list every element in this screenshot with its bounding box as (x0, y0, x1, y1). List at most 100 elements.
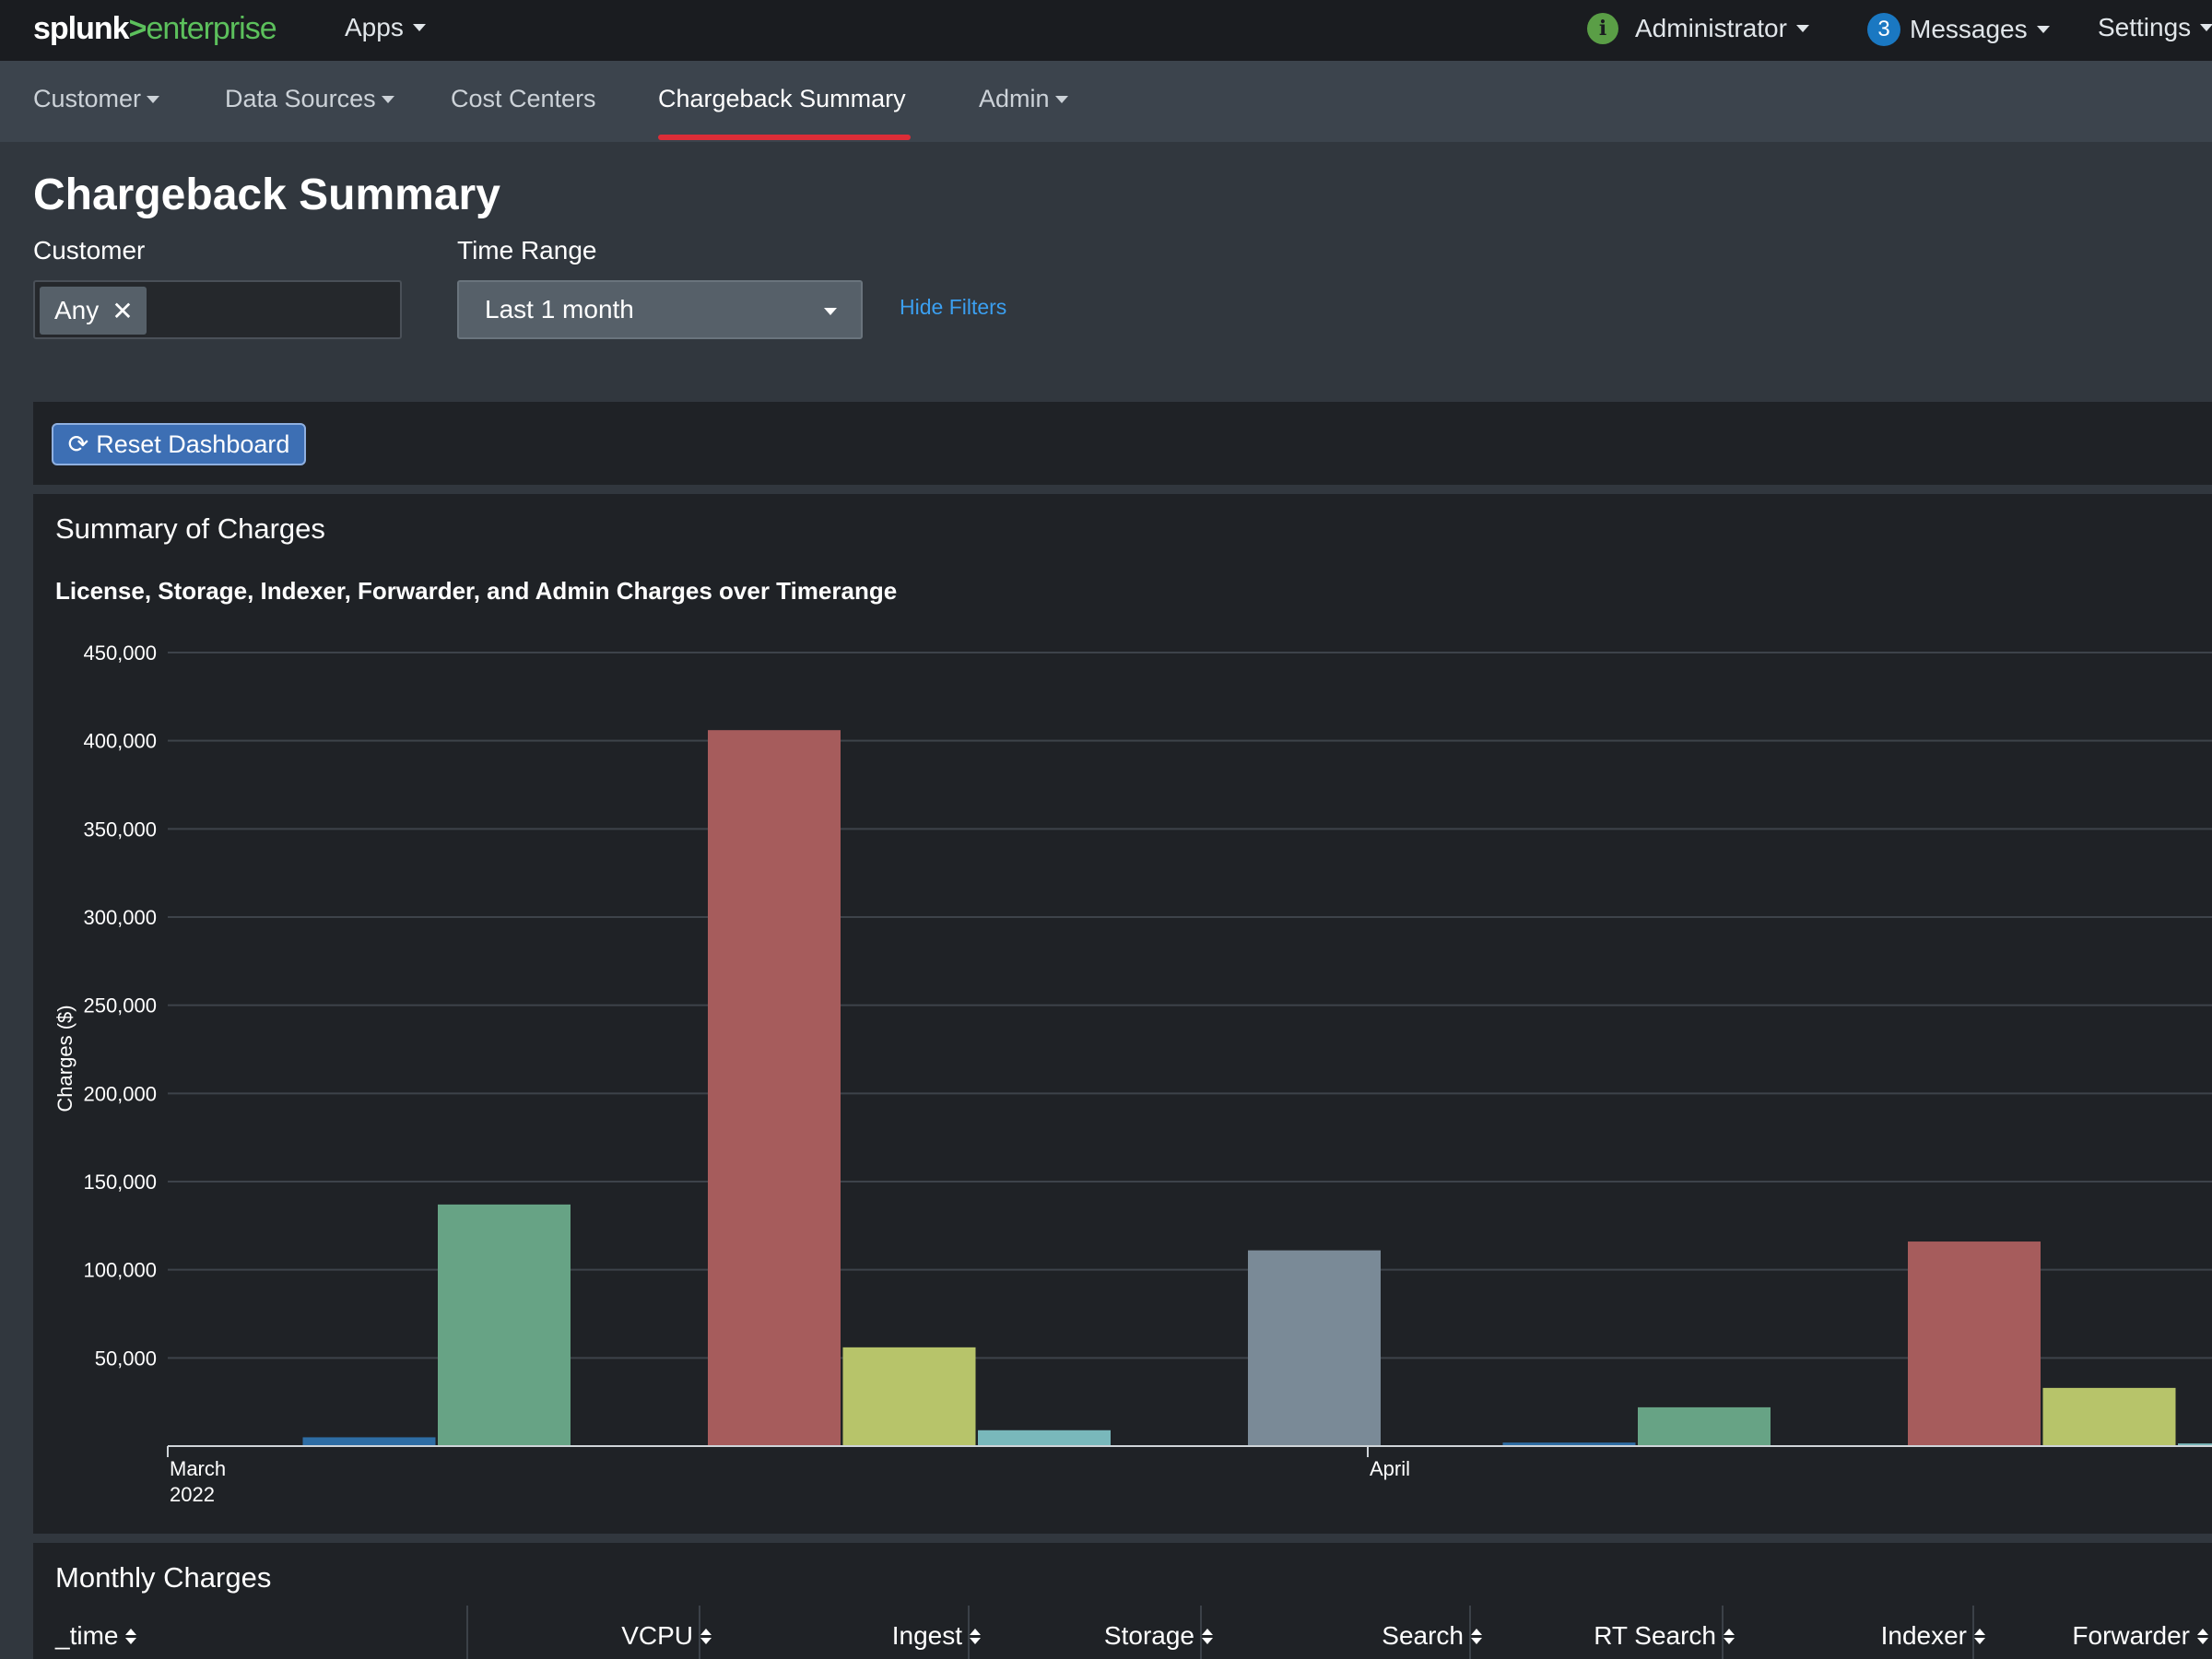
messages-menu[interactable]: 3 Messages (1867, 13, 2050, 46)
chart-bar (438, 1204, 571, 1446)
y-tick-label: 50,000 (95, 1347, 157, 1370)
settings-menu[interactable]: Settings (2098, 13, 2212, 42)
y-tick-label: 450,000 (83, 641, 157, 665)
time-range-value: Last 1 month (485, 295, 634, 324)
chevron-down-icon (824, 308, 837, 315)
chart-bar (1502, 1442, 1636, 1446)
column-divider (466, 1606, 468, 1659)
column-header-indexer[interactable]: Indexer (1881, 1613, 1985, 1659)
sort-icon (970, 1628, 981, 1644)
splunk-logo[interactable]: splunk>enterprise (33, 11, 277, 46)
summary-of-charges-panel: Summary of Charges License, Storage, Ind… (33, 494, 2212, 1534)
page-title: Chargeback Summary (33, 171, 500, 219)
chart-bar (2042, 1387, 2176, 1446)
customer-multiselect[interactable]: Any ✕ (33, 280, 402, 339)
y-tick-label: 150,000 (83, 1171, 157, 1194)
y-tick-label: 400,000 (83, 730, 157, 753)
chevron-down-icon (412, 24, 426, 31)
messages-label: Messages (1910, 15, 2028, 43)
y-axis-label: Charges ($) (53, 1005, 76, 1112)
chart-bar (2178, 1443, 2212, 1446)
x-tick-label: March (170, 1457, 226, 1480)
settings-label: Settings (2098, 13, 2192, 41)
chart-bar (842, 1347, 976, 1446)
column-divider (1722, 1606, 1724, 1659)
column-header-search[interactable]: Search (1382, 1613, 1482, 1659)
column-header-label: VCPU (621, 1621, 693, 1650)
chart-bar (1908, 1241, 2041, 1446)
refresh-icon: ⟳ (67, 429, 89, 458)
chart-bar (1248, 1250, 1381, 1446)
chart-bar (302, 1437, 436, 1446)
column-divider (1200, 1606, 1202, 1659)
nav-item-cost-centers[interactable]: Cost Centers (451, 85, 596, 113)
nav-item-label: Chargeback Summary (658, 85, 906, 112)
monthly-charges-panel: Monthly Charges _time VCPU Ingest Storag… (33, 1543, 2212, 1659)
column-header-forwarder[interactable]: Forwarder (2072, 1613, 2208, 1659)
chart-title: License, Storage, Indexer, Forwarder, an… (55, 577, 898, 605)
chevron-down-icon (1795, 25, 1809, 32)
app-nav-bar: Customer Data Sources Cost Centers Charg… (0, 61, 2212, 142)
y-tick-label: 250,000 (83, 994, 157, 1018)
messages-count-badge: 3 (1867, 13, 1900, 46)
chevron-down-icon (147, 95, 160, 103)
chevron-down-icon (381, 95, 394, 103)
customer-chip-label: Any (54, 296, 100, 324)
column-header-ingest[interactable]: Ingest (892, 1613, 981, 1659)
x-tick-sublabel: 2022 (170, 1483, 215, 1506)
hide-filters-link[interactable]: Hide Filters (900, 295, 1007, 319)
chart-bar (978, 1430, 1111, 1446)
sort-icon (700, 1628, 712, 1644)
chart-bar (708, 730, 841, 1446)
reset-dashboard-label: Reset Dashboard (96, 429, 290, 458)
sort-icon (1974, 1628, 1985, 1644)
column-header-label: Forwarder (2072, 1621, 2190, 1650)
apps-label: Apps (345, 13, 404, 41)
chevron-down-icon (1054, 95, 1068, 103)
column-divider (1972, 1606, 1974, 1659)
customer-chip: Any ✕ (40, 287, 147, 335)
nav-item-chargeback-summary[interactable]: Chargeback Summary (658, 85, 906, 113)
nav-item-data-sources[interactable]: Data Sources (225, 85, 394, 113)
apps-menu[interactable]: Apps (345, 13, 426, 42)
column-divider (968, 1606, 970, 1659)
nav-item-admin[interactable]: Admin (979, 85, 1068, 113)
nav-item-customer[interactable]: Customer (33, 85, 160, 113)
column-header-rt-search[interactable]: RT Search (1594, 1613, 1735, 1659)
nav-item-label: Data Sources (225, 85, 376, 112)
column-header-label: Storage (1103, 1621, 1194, 1650)
top-bar: splunk>enterprise Apps i Administrator 3… (0, 0, 2212, 61)
column-header-storage[interactable]: Storage (1104, 1613, 1213, 1659)
y-tick-label: 350,000 (83, 818, 157, 841)
column-header-label: Search (1382, 1621, 1464, 1650)
column-header-time[interactable]: _time (55, 1613, 137, 1659)
charges-bar-chart: 50,000 100,000 150,000 200,000 250,000 300,00… (53, 641, 2212, 1506)
time-range-select[interactable]: Last 1 month (457, 280, 863, 339)
reset-dashboard-button[interactable]: ⟳ Reset Dashboard (52, 423, 306, 465)
nav-item-label: Admin (979, 85, 1050, 112)
panel-title: Summary of Charges (55, 512, 325, 545)
column-header-vcpu[interactable]: VCPU (621, 1613, 712, 1659)
nav-item-label: Cost Centers (451, 85, 596, 112)
column-header-label: RT Search (1594, 1621, 1716, 1650)
chevron-down-icon (2200, 24, 2212, 31)
sort-icon (1724, 1628, 1735, 1644)
reset-panel: ⟳ Reset Dashboard (33, 402, 2212, 485)
sort-icon (1471, 1628, 1482, 1644)
user-label: Administrator (1635, 14, 1787, 42)
time-range-label: Time Range (457, 236, 597, 265)
close-icon[interactable]: ✕ (112, 296, 134, 325)
column-divider (699, 1606, 700, 1659)
sort-icon (1202, 1628, 1213, 1644)
sort-icon (2197, 1628, 2208, 1644)
y-tick-label: 200,000 (83, 1082, 157, 1105)
x-tick-label: April (1370, 1457, 1410, 1480)
column-header-label: Ingest (891, 1621, 962, 1650)
nav-item-label: Customer (33, 85, 142, 112)
y-tick-label: 300,000 (83, 906, 157, 929)
info-icon: i (1587, 13, 1618, 44)
panel-title: Monthly Charges (55, 1561, 272, 1594)
chart-bar (1638, 1406, 1771, 1446)
column-header-label: _time (55, 1621, 119, 1650)
user-menu[interactable]: i Administrator (1587, 13, 1809, 44)
